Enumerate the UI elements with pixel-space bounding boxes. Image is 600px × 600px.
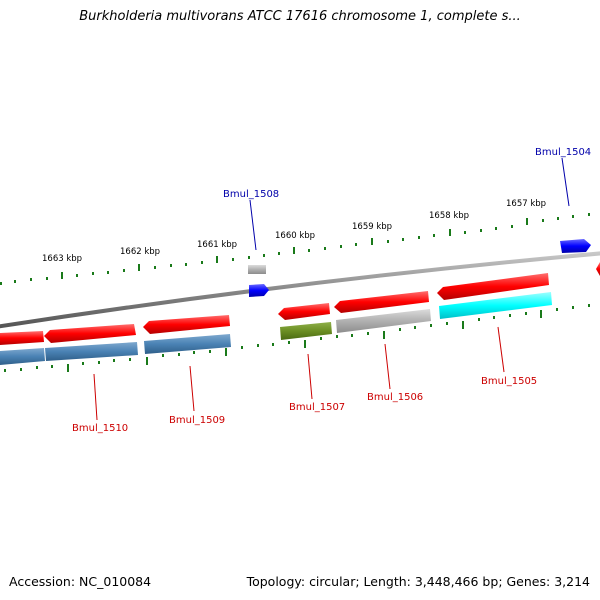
scale-ticks-inner bbox=[4, 304, 590, 372]
tick-label: 1662 kbp bbox=[120, 247, 160, 257]
leader-line bbox=[249, 199, 257, 251]
gene-label-bmul-1509[interactable]: Bmul_1509 bbox=[169, 415, 225, 426]
cds-feature[interactable] bbox=[44, 324, 136, 343]
cds-feature[interactable] bbox=[278, 303, 330, 320]
map-title: Burkholderia multivorans ATCC 17616 chro… bbox=[79, 9, 521, 24]
cog-feature[interactable] bbox=[144, 334, 231, 354]
tick-label: 1663 kbp bbox=[42, 254, 82, 264]
leader-line bbox=[307, 353, 313, 400]
scale-ticks-outer bbox=[0, 213, 590, 285]
cds-feature[interactable] bbox=[437, 273, 549, 300]
leader-line bbox=[497, 326, 505, 373]
cog-feature[interactable] bbox=[280, 322, 332, 340]
gene-feature[interactable] bbox=[249, 284, 269, 297]
cog-feature[interactable] bbox=[45, 342, 138, 361]
genes-value: 3,214 bbox=[554, 574, 590, 589]
gene-label-bmul-1508[interactable]: Bmul_1508 bbox=[223, 189, 279, 200]
tick-label: 1658 kbp bbox=[429, 211, 469, 221]
gene-label-bmul-1506[interactable]: Bmul_1506 bbox=[367, 392, 423, 403]
chromosome-backbone bbox=[0, 251, 600, 329]
tick-label: 1661 kbp bbox=[197, 240, 237, 250]
tick-label: 1659 kbp bbox=[352, 222, 392, 232]
footer-stats: Topology: circular; Length: 3,448,466 bp… bbox=[246, 574, 590, 589]
cds-feature[interactable] bbox=[0, 331, 44, 345]
topology-value: circular bbox=[309, 574, 356, 589]
genes-label: Genes: bbox=[506, 574, 551, 589]
cog-track bbox=[0, 292, 552, 365]
gene-label-bmul-1510[interactable]: Bmul_1510 bbox=[72, 423, 128, 434]
accession-value: NC_010084 bbox=[79, 574, 152, 589]
footer-accession: Accession: NC_010084 bbox=[9, 574, 151, 589]
gene-feature[interactable] bbox=[596, 262, 600, 276]
leader-line bbox=[93, 373, 98, 421]
tick-label: 1660 kbp bbox=[275, 231, 315, 241]
gene-feature[interactable] bbox=[560, 239, 591, 253]
cog-feature[interactable] bbox=[439, 292, 552, 319]
leader-line bbox=[561, 157, 570, 207]
tick-label: 1657 kbp bbox=[506, 199, 546, 209]
forward-strand-track bbox=[248, 239, 600, 297]
cds-feature[interactable] bbox=[143, 315, 230, 334]
topology-label: Topology: bbox=[246, 574, 306, 589]
cog-feature[interactable] bbox=[0, 348, 45, 365]
length-value: 3,448,466 bp bbox=[414, 574, 499, 589]
gene-feature[interactable] bbox=[248, 265, 266, 274]
cog-feature[interactable] bbox=[336, 309, 431, 333]
label-leaders bbox=[93, 157, 570, 421]
leader-line bbox=[189, 365, 195, 412]
leader-line bbox=[384, 343, 391, 390]
gene-label-bmul-1507[interactable]: Bmul_1507 bbox=[289, 402, 345, 413]
gene-label-bmul-1504[interactable]: Bmul_1504 bbox=[535, 147, 591, 158]
cds-feature[interactable] bbox=[334, 291, 429, 313]
cds-track bbox=[0, 273, 549, 345]
gene-label-bmul-1505[interactable]: Bmul_1505 bbox=[481, 376, 537, 387]
length-label: Length: bbox=[363, 574, 411, 589]
accession-label: Accession: bbox=[9, 574, 76, 589]
